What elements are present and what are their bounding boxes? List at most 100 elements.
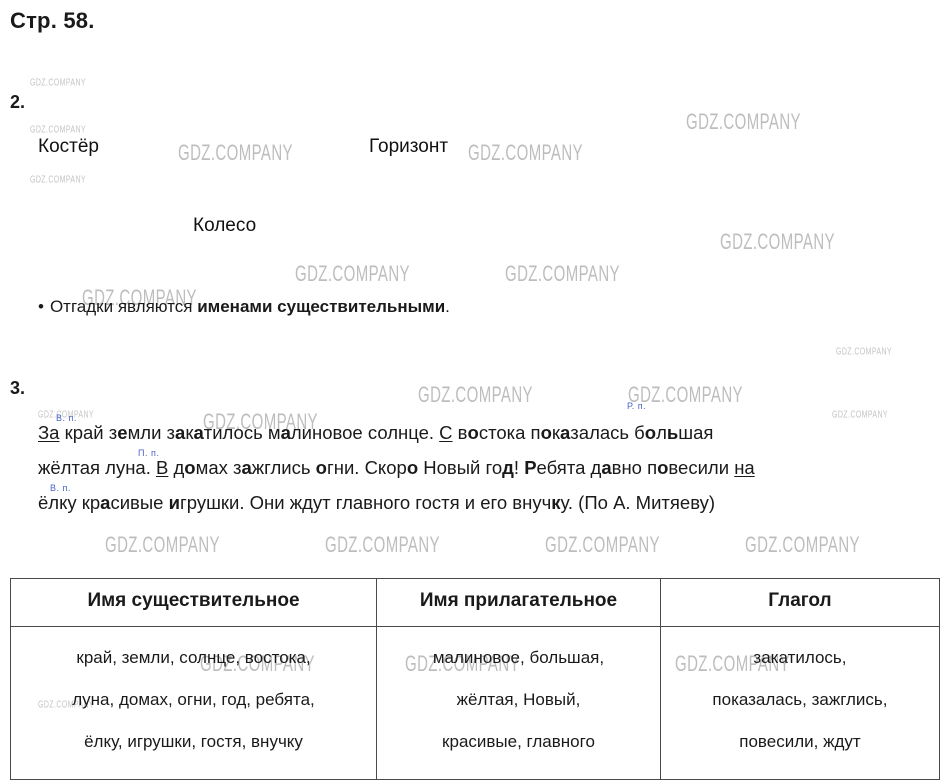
watermark-10: GDZ.COMPANY (836, 347, 892, 358)
cell-line: красивые, главного (442, 732, 595, 751)
underlined-preposition: С (439, 422, 453, 443)
cell-line: повесили, ждут (739, 732, 861, 751)
cell-line: ёлку, игрушки, гостя, внучку (84, 732, 303, 751)
stressed-letter: о (644, 422, 657, 443)
stressed-letter: а (241, 457, 252, 478)
watermark-16: GDZ.COMPANY (105, 533, 220, 558)
stressed-letter: е (117, 422, 128, 443)
text-run: жглись (251, 457, 316, 478)
text-run: грушки. Они ждут главного гостя и его вн… (179, 492, 552, 513)
underlined-preposition: За (38, 422, 60, 443)
watermark-19: GDZ.COMPANY (745, 533, 860, 558)
stressed-letter: а (100, 492, 111, 513)
cell-line: закатилось, (753, 648, 847, 667)
case-mark-vp-za: В. п. (56, 413, 77, 423)
table-header-row: Имя существительное Имя прилагательное Г… (9, 578, 941, 627)
stressed-letter: а (601, 457, 612, 478)
line-1-content: За край земли закатилось малиновое солнц… (38, 422, 713, 443)
watermark-18: GDZ.COMPANY (545, 533, 660, 558)
text-run: Новый го (418, 457, 503, 478)
case-mark-vp-elku: В. п. (50, 483, 71, 493)
stressed-letter: ь (666, 422, 679, 443)
stressed-letter: о (467, 422, 479, 443)
watermark-11: GDZ.COMPANY (418, 383, 533, 408)
column-header-noun: Имя существительное (9, 578, 378, 627)
underlined-preposition: В (156, 457, 169, 478)
task-2-conclusion: • Отгадки являются именами существительны… (38, 297, 450, 317)
conclusion-bold-term: именами существительными (197, 297, 446, 316)
text-run: тилось м (203, 422, 281, 443)
watermark-3: GDZ.COMPANY (178, 141, 293, 166)
cell-nouns: край, земли, солнце, востока, луна, дома… (9, 626, 378, 780)
text-run: мах з (195, 457, 242, 478)
cell-line: малиновое, большая, (432, 648, 605, 667)
text-run: ебята д (536, 457, 602, 478)
stressed-letter: к (551, 492, 561, 513)
paragraph-line-2: П. п. жёлтая луна. В домах зажглись огни… (38, 448, 944, 485)
stressed-letter: о (184, 457, 196, 478)
column-header-verb: Глагол (659, 578, 941, 627)
cell-verbs: закатилось, показалась, зажглись, повеси… (659, 626, 941, 780)
watermark-7: GDZ.COMPANY (295, 262, 410, 287)
riddle-answer-koleso: Колесо (193, 215, 257, 236)
watermark-4: GDZ.COMPANY (468, 141, 583, 166)
text-run: к (551, 422, 560, 443)
text-run: кр (59, 422, 83, 443)
watermark-5: GDZ.COMPANY (686, 110, 801, 135)
conclusion-prefix: Отгадки являются (49, 297, 198, 316)
stressed-letter: о (540, 422, 552, 443)
text-run: мли з (127, 422, 176, 443)
column-header-adjective: Имя прилагательное (376, 578, 661, 627)
text-run: д (168, 457, 185, 478)
watermark-17: GDZ.COMPANY (325, 533, 440, 558)
line-3-content: ёлку красивые игрушки. Они ждут главного… (38, 492, 715, 513)
riddle-answer-gorizont: Горизонт (369, 136, 449, 157)
parts-of-speech-table: Имя существительное Имя прилагательное Г… (9, 578, 941, 780)
text-run: весили (668, 457, 735, 478)
underlined-preposition: на (734, 457, 755, 478)
stressed-letter: а (175, 422, 186, 443)
stressed-letter: о (406, 457, 419, 478)
line-2-content: жёлтая луна. В домах зажглись огни. Скор… (38, 457, 755, 478)
conclusion-suffix: . (445, 297, 450, 316)
watermark-6: GDZ.COMPANY (720, 230, 835, 255)
case-mark-pp-domah: П. п. (138, 448, 160, 458)
cell-line: жёлтая, Новый, (456, 690, 581, 709)
text-run: стока п (478, 422, 541, 443)
text-run: ! (513, 457, 525, 478)
stressed-letter: о (657, 457, 669, 478)
paragraph-line-3: В. п. ёлку красивые игрушки. Они ждут гл… (38, 483, 944, 520)
table-row: край, земли, солнце, востока, луна, дома… (9, 626, 941, 780)
cell-line: луна, домах, огни, год, ребята, (72, 690, 315, 709)
text-run: а (83, 422, 94, 443)
cell-line: показалась, зажглись, (712, 690, 888, 709)
page-title: Стр. 58. (10, 8, 95, 33)
watermark-8: GDZ.COMPANY (505, 262, 620, 287)
text-run: линовое солнце. (290, 422, 440, 443)
cell-adjectives: малиновое, большая, жёлтая, Новый, краси… (376, 626, 661, 780)
task-3-number: 3. (10, 378, 26, 398)
stressed-letter: Р (524, 457, 537, 478)
cell-line: край, земли, солнце, востока, (76, 648, 311, 667)
stressed-letter: и (168, 492, 180, 513)
text-run: ёлку кр (38, 492, 101, 513)
text-run: у. (По А. Митяеву) (560, 492, 716, 513)
text-run: й з (93, 422, 118, 443)
bullet-marker: • (38, 297, 44, 316)
text-run: жёлтая луна. (38, 457, 157, 478)
watermark-2: GDZ.COMPANY (30, 175, 86, 186)
task-2-number: 2. (10, 92, 26, 112)
stressed-letter: д (502, 457, 514, 478)
text-run: залась б (570, 422, 645, 443)
text-run: вно п (611, 457, 658, 478)
task-3-paragraph: В. п. За край земли закатилось малиновое… (38, 413, 944, 520)
text-run: шая (678, 422, 714, 443)
text-run: л (656, 422, 667, 443)
stressed-letter: а (560, 422, 571, 443)
text-run: гни. Скор (326, 457, 407, 478)
text-run: в (452, 422, 468, 443)
case-mark-rp-vostoka: Р. п. (627, 401, 647, 411)
watermark-1: GDZ.COMPANY (30, 125, 86, 136)
text-run: сивые (110, 492, 169, 513)
riddle-answer-koster: Костёр (38, 136, 99, 157)
